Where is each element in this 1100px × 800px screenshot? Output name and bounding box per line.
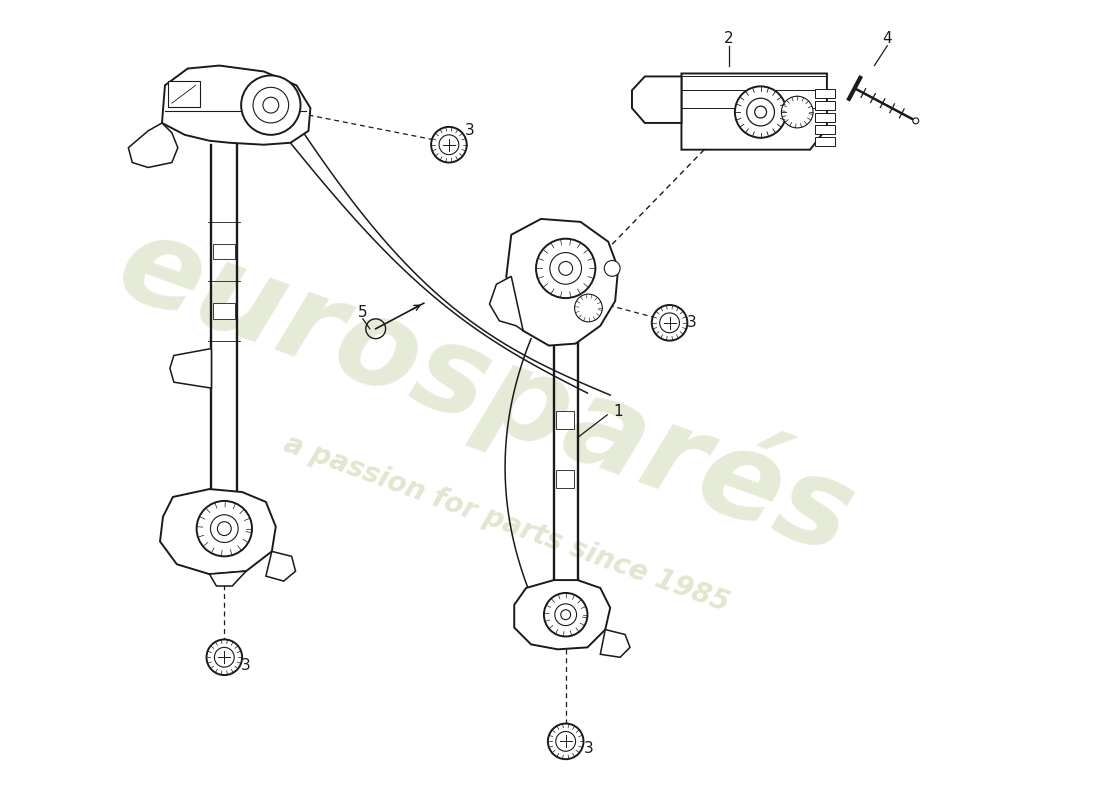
Text: 5: 5 bbox=[358, 306, 367, 321]
Polygon shape bbox=[682, 74, 827, 150]
Polygon shape bbox=[266, 551, 296, 581]
Text: 3: 3 bbox=[686, 315, 696, 330]
Polygon shape bbox=[209, 571, 246, 586]
Circle shape bbox=[207, 639, 242, 675]
Circle shape bbox=[913, 118, 918, 124]
Polygon shape bbox=[162, 66, 310, 145]
Circle shape bbox=[559, 262, 573, 275]
Circle shape bbox=[263, 98, 278, 113]
Polygon shape bbox=[506, 219, 618, 346]
Circle shape bbox=[604, 261, 620, 276]
Circle shape bbox=[735, 86, 786, 138]
Circle shape bbox=[561, 610, 571, 620]
Bar bbox=[815, 125, 835, 134]
Text: 3: 3 bbox=[241, 658, 251, 673]
Circle shape bbox=[431, 127, 466, 162]
Bar bbox=[556, 470, 573, 488]
Bar bbox=[815, 113, 835, 122]
Text: 2: 2 bbox=[724, 31, 734, 46]
Text: eurosparés: eurosparés bbox=[102, 201, 870, 579]
Polygon shape bbox=[129, 123, 178, 167]
Polygon shape bbox=[632, 77, 682, 123]
Text: 3: 3 bbox=[583, 741, 593, 756]
Bar bbox=[213, 303, 235, 319]
Bar bbox=[815, 101, 835, 110]
Circle shape bbox=[652, 305, 688, 341]
Bar bbox=[168, 82, 199, 107]
Circle shape bbox=[197, 501, 252, 556]
Circle shape bbox=[543, 593, 587, 637]
Polygon shape bbox=[601, 630, 630, 658]
Text: 1: 1 bbox=[613, 404, 623, 419]
Circle shape bbox=[574, 294, 603, 322]
Bar bbox=[213, 244, 235, 259]
Bar bbox=[556, 411, 573, 429]
Circle shape bbox=[218, 522, 231, 535]
Circle shape bbox=[536, 238, 595, 298]
Polygon shape bbox=[514, 580, 611, 650]
Polygon shape bbox=[160, 489, 276, 574]
Text: 4: 4 bbox=[882, 31, 892, 46]
Polygon shape bbox=[169, 349, 211, 388]
Polygon shape bbox=[490, 276, 524, 330]
Circle shape bbox=[548, 723, 583, 759]
Text: a passion for parts since 1985: a passion for parts since 1985 bbox=[279, 430, 733, 618]
Bar bbox=[815, 137, 835, 146]
Bar bbox=[815, 90, 835, 98]
Circle shape bbox=[781, 96, 813, 128]
Text: 3: 3 bbox=[465, 123, 474, 138]
Circle shape bbox=[241, 75, 300, 135]
Circle shape bbox=[755, 106, 767, 118]
